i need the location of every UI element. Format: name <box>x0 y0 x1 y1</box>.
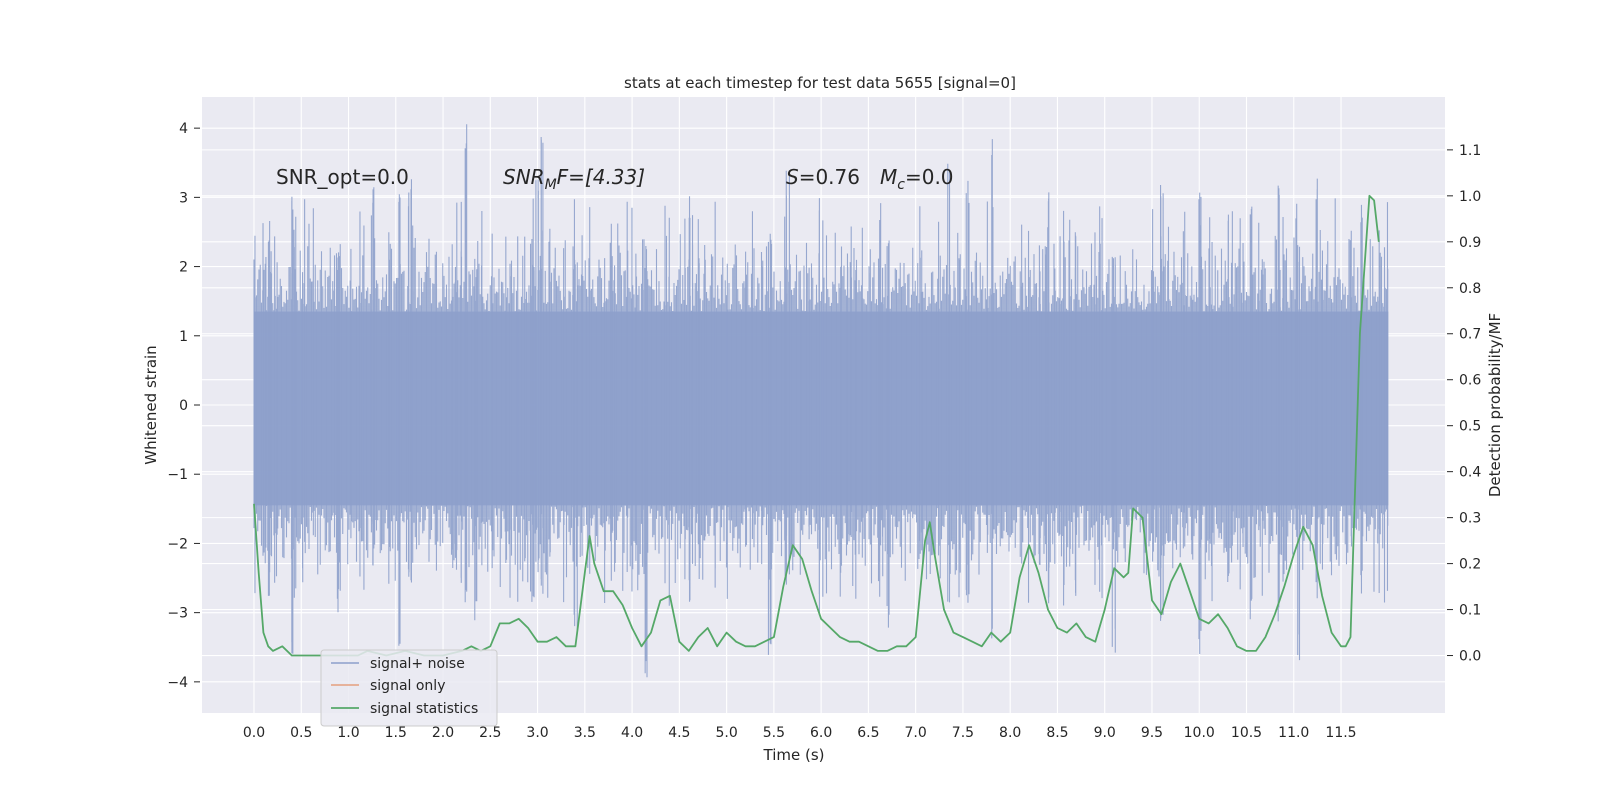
legend: signal+ noise signal only signal statist… <box>320 649 498 727</box>
mc-subscript: c <box>897 177 905 193</box>
legend-label-signal-noise: signal+ noise <box>370 656 465 672</box>
y-axis-label: Whitened strain <box>142 345 160 464</box>
x-tick-label: 1.0 <box>337 725 359 741</box>
y-tick-label: 1 <box>179 329 188 345</box>
s-value: =0.76 <box>799 165 860 189</box>
y2-tick-label: 1.0 <box>1459 189 1481 205</box>
x-tick-label: 7.5 <box>952 725 974 741</box>
y2-tick-label: 0.3 <box>1459 511 1481 527</box>
y-tick-label: 4 <box>179 121 188 137</box>
x-tick-label: 2.0 <box>432 725 454 741</box>
x-tick-label: 4.0 <box>621 725 643 741</box>
x-tick-label: 8.0 <box>999 725 1021 741</box>
x-tick-label: 11.0 <box>1278 725 1309 741</box>
x-tick-label: 0.5 <box>290 725 312 741</box>
signal-statistics-line <box>253 194 1380 657</box>
y2-tick-label: 0.0 <box>1459 649 1481 665</box>
y2-tick-label: 0.1 <box>1459 603 1481 619</box>
y-tick-label: 0 <box>179 398 188 414</box>
x-tick-label: 10.0 <box>1184 725 1215 741</box>
y2-axis-label: Detection probability/MF <box>1486 313 1504 497</box>
noise-strokes <box>253 124 1389 678</box>
y2-tick-label: 0.8 <box>1459 281 1481 297</box>
x-tick-label: 9.0 <box>1094 725 1116 741</box>
x-tick-label: 1.5 <box>385 725 407 741</box>
x-tick-label: 5.5 <box>763 725 785 741</box>
mc-symbol: M <box>880 165 897 189</box>
x-tick-label: 9.5 <box>1141 725 1163 741</box>
x-tick-label: 11.5 <box>1325 725 1356 741</box>
snr-mf-prefix: SNR <box>503 165 545 189</box>
snr-mf-subscript: M <box>545 177 557 193</box>
annotation-s: S=0.76 <box>786 165 860 189</box>
y-axis-ticks: 4 3 2 1 0 −1 −2 −3 −4 <box>167 121 200 691</box>
x-tick-label: 4.5 <box>668 725 690 741</box>
annotation-snr-mf: SNRMF=[4.33] <box>503 165 645 193</box>
s-symbol: S <box>786 165 799 189</box>
x-tick-label: 8.5 <box>1046 725 1068 741</box>
x-tick-label: 7.0 <box>905 725 927 741</box>
legend-box <box>320 649 498 727</box>
y2-tick-label: 0.7 <box>1459 327 1481 343</box>
y2-tick-label: 0.4 <box>1459 465 1481 481</box>
y2-tick-label: 0.2 <box>1459 557 1481 573</box>
y2-tick-label: 0.6 <box>1459 373 1481 389</box>
y2-tick-label: 0.5 <box>1459 419 1481 435</box>
y-tick-label: −3 <box>167 606 188 622</box>
x-tick-label: 3.5 <box>574 725 596 741</box>
x-tick-label: 5.0 <box>715 725 737 741</box>
legend-label-signal-only: signal only <box>370 678 445 694</box>
x-tick-label: 6.0 <box>810 725 832 741</box>
series-signal-statistics <box>253 194 1380 657</box>
y2-axis-ticks: 1.1 1.0 0.9 0.8 0.7 0.6 0.5 0.4 0.3 0.2 0.1 0.0 <box>1447 143 1481 665</box>
snr-mf-suffix: F=[4.33] <box>557 165 645 189</box>
mc-value: =0.0 <box>905 165 954 189</box>
x-tick-label: 10.5 <box>1231 725 1262 741</box>
y-tick-label: −2 <box>167 536 188 552</box>
y-tick-label: −4 <box>167 675 188 691</box>
y-tick-label: 2 <box>179 260 188 276</box>
x-axis-label: Time (s) <box>763 746 825 764</box>
y2-tick-label: 0.9 <box>1459 235 1481 251</box>
y2-tick-label: 1.1 <box>1459 143 1481 159</box>
annotation-snr-opt: SNR_opt=0.0 <box>276 165 409 189</box>
legend-label-signal-statistics: signal statistics <box>370 701 478 717</box>
x-axis-ticks: 0.0 0.5 1.0 1.5 2.0 2.5 3.0 3.5 4.0 4.5 5.0 5.5 6.0 6… <box>243 725 1357 741</box>
y-tick-label: −1 <box>167 467 188 483</box>
x-tick-label: 0.0 <box>243 725 265 741</box>
series-signal-noise <box>253 124 1389 678</box>
y-tick-label: 3 <box>179 190 188 206</box>
x-tick-label: 6.5 <box>857 725 879 741</box>
x-tick-label: 3.0 <box>526 725 548 741</box>
x-tick-label: 2.5 <box>479 725 501 741</box>
chart-title: stats at each timestep for test data 565… <box>624 74 1016 92</box>
annotation-mc: Mc=0.0 <box>880 165 954 193</box>
